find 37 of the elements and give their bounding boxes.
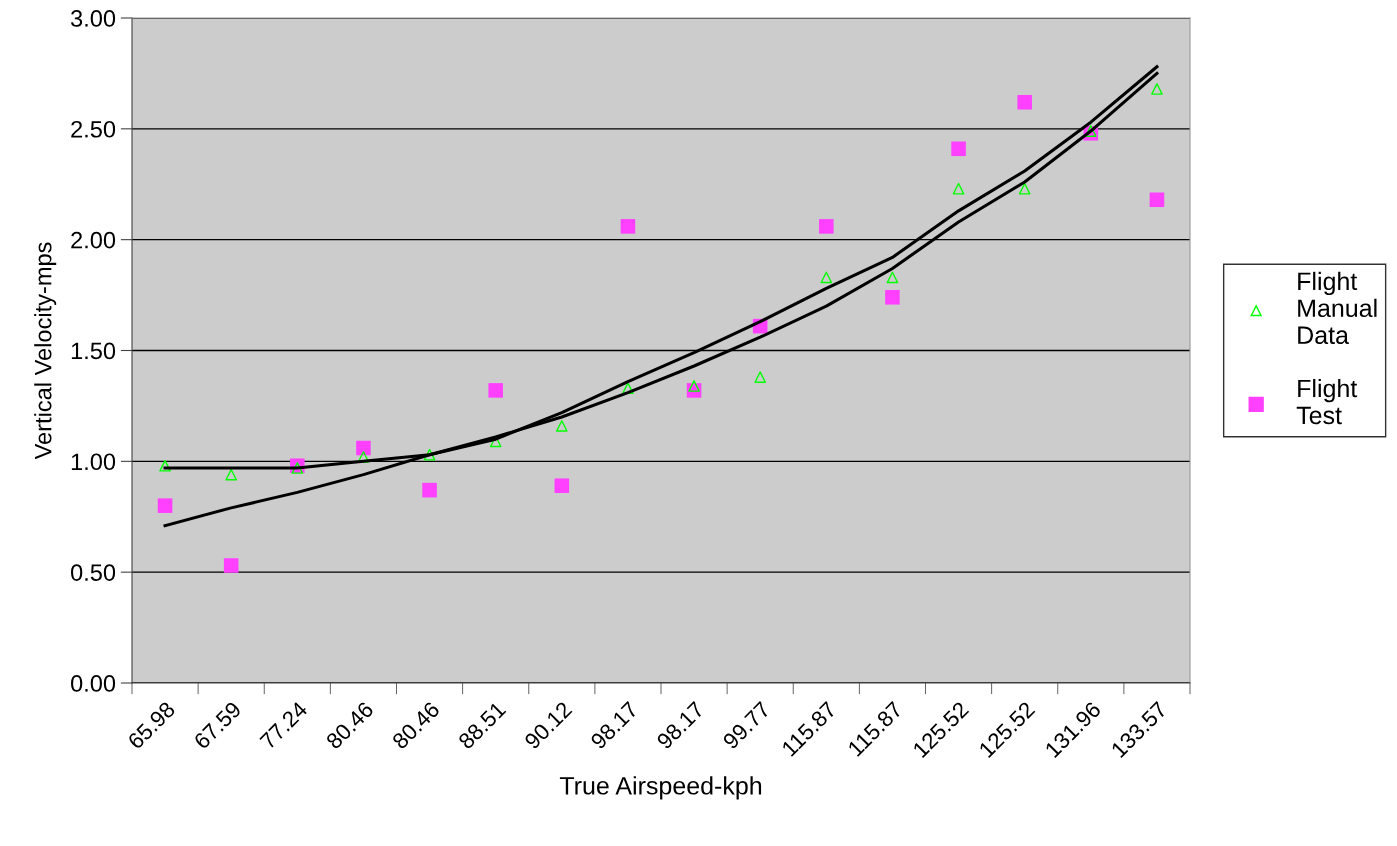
y-tick-label: 3.00 [70,10,116,27]
point [291,462,304,474]
point [885,290,900,305]
point [820,271,833,284]
point [159,459,171,472]
point [423,448,436,461]
point [422,482,437,498]
point [555,420,568,432]
legend-label: Flight Test [1296,378,1358,425]
point [356,440,371,456]
point [886,271,899,284]
legend-label: Flight Manual Data [1298,271,1377,345]
point [1151,83,1163,95]
point [554,478,570,493]
point [620,219,636,234]
point [1017,94,1032,110]
y-tick-label: 1.50 [71,342,116,360]
point [1084,125,1097,137]
x-axis-title: True Airspeed-kph [559,776,762,800]
point [157,498,173,513]
point [951,141,966,157]
y-axis-title: Vertical Velocity-mps [34,242,57,460]
point [688,380,700,392]
y-tick-label: 0.50 [71,564,116,581]
point [819,219,834,234]
point [225,468,238,481]
point [1018,182,1031,195]
y-tick-label: 2.50 [71,120,116,138]
y-tick-label: 0.00 [71,675,116,692]
point [622,382,634,395]
point [1149,192,1165,208]
point [754,371,767,383]
point [488,383,503,398]
y-tick-label: 1.00 [71,453,116,471]
point [223,558,239,573]
y-tick-label: 2.00 [71,231,116,249]
point [952,182,965,195]
